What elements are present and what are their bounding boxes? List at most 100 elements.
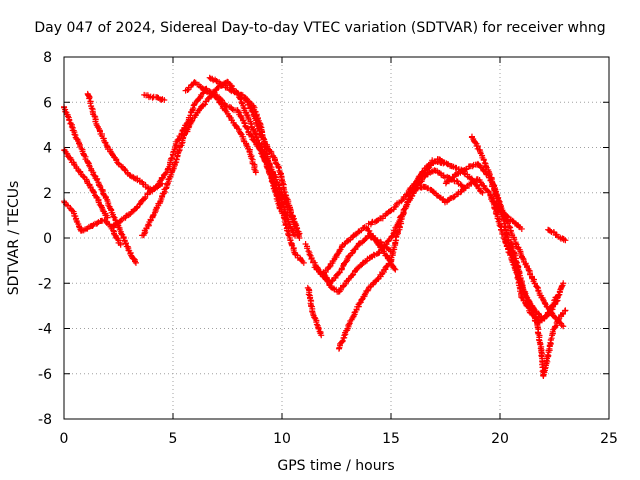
data-point bbox=[562, 237, 569, 244]
series-arc-11 bbox=[256, 144, 299, 239]
data-point bbox=[279, 199, 292, 225]
data-point bbox=[169, 134, 187, 174]
grid-lines bbox=[64, 57, 609, 419]
data-point bbox=[300, 259, 307, 266]
series-arc-17 bbox=[365, 157, 447, 228]
x-tick-label: 0 bbox=[60, 431, 69, 447]
data-point bbox=[477, 149, 492, 175]
data-point bbox=[93, 194, 106, 213]
y-tick-label: 4 bbox=[43, 141, 52, 157]
data-point bbox=[376, 236, 393, 256]
data-point bbox=[304, 284, 316, 312]
data-point bbox=[546, 294, 559, 314]
y-tick-label: 2 bbox=[43, 186, 52, 202]
data-point bbox=[235, 126, 251, 152]
series-arc-5 bbox=[141, 91, 168, 103]
series-arc-3 bbox=[61, 198, 124, 248]
data-point bbox=[99, 207, 110, 219]
data-point bbox=[250, 111, 263, 137]
data-point bbox=[377, 258, 394, 280]
data-point bbox=[453, 184, 469, 198]
data-point bbox=[93, 175, 111, 203]
data-point bbox=[296, 230, 303, 237]
data-point bbox=[71, 162, 88, 181]
data-point bbox=[521, 289, 533, 310]
data-point bbox=[411, 168, 426, 187]
data-point bbox=[147, 196, 165, 223]
x-tick-label: 25 bbox=[600, 431, 618, 447]
chart-title: Day 047 of 2024, Sidereal Day-to-day VTE… bbox=[34, 20, 605, 36]
data-point bbox=[496, 222, 512, 253]
data-point bbox=[336, 327, 351, 352]
data-point bbox=[191, 79, 207, 93]
data-point bbox=[213, 94, 230, 115]
data-point bbox=[366, 275, 382, 291]
data-point bbox=[285, 218, 297, 238]
data-point bbox=[270, 180, 285, 203]
y-tick-label: -6 bbox=[38, 367, 52, 383]
data-point bbox=[390, 195, 407, 213]
y-tick-label: 0 bbox=[43, 231, 52, 247]
data-point bbox=[83, 176, 100, 200]
data-point bbox=[355, 255, 371, 271]
data-point bbox=[109, 215, 127, 230]
data-point bbox=[159, 168, 176, 200]
data-point bbox=[174, 122, 189, 144]
data-point bbox=[527, 305, 540, 326]
data-point bbox=[224, 110, 241, 132]
plot-frame bbox=[63, 56, 610, 420]
y-axis-label: SDTVAR / TECUs bbox=[6, 181, 22, 296]
series-arc-22 bbox=[507, 239, 569, 379]
data-point bbox=[534, 320, 545, 353]
data-point bbox=[224, 103, 241, 114]
data-point bbox=[104, 144, 121, 166]
data-point bbox=[488, 194, 503, 227]
data-point bbox=[365, 215, 385, 228]
data-point bbox=[290, 213, 302, 235]
data-point bbox=[182, 102, 197, 129]
data-point bbox=[132, 259, 139, 266]
data-point bbox=[309, 308, 320, 326]
data-point bbox=[388, 231, 401, 264]
x-axis-label: GPS time / hours bbox=[277, 458, 394, 474]
data-point bbox=[228, 88, 245, 98]
data-point bbox=[344, 303, 361, 332]
x-tick-label: 10 bbox=[273, 431, 291, 447]
data-point bbox=[292, 232, 299, 239]
data-point bbox=[256, 144, 270, 168]
axis-ticks: 0 5 10 15 20 25 -8 -6 -4 -2 0 2 4 6 8 bbox=[38, 50, 618, 447]
data-points bbox=[61, 74, 569, 379]
data-point bbox=[485, 170, 501, 199]
x-tick-label: 15 bbox=[382, 431, 400, 447]
data-point bbox=[549, 317, 561, 337]
data-point bbox=[344, 242, 361, 262]
data-point bbox=[246, 146, 259, 174]
data-point bbox=[133, 193, 149, 212]
data-point bbox=[392, 266, 399, 273]
data-point bbox=[507, 239, 521, 266]
data-point bbox=[452, 166, 469, 178]
data-point bbox=[141, 91, 157, 101]
data-point bbox=[93, 122, 111, 150]
data-point bbox=[117, 241, 124, 248]
data-point bbox=[139, 217, 154, 239]
x-tick-label: 5 bbox=[169, 431, 178, 447]
data-point bbox=[252, 169, 259, 176]
data-point bbox=[529, 275, 547, 303]
data-point bbox=[508, 228, 525, 258]
data-point bbox=[318, 332, 325, 339]
data-point bbox=[394, 209, 407, 237]
data-point bbox=[440, 160, 447, 167]
data-point bbox=[165, 138, 180, 172]
y-tick-label: -8 bbox=[38, 412, 52, 428]
data-point bbox=[122, 206, 138, 221]
data-point bbox=[560, 323, 567, 330]
data-point bbox=[292, 251, 306, 265]
data-point bbox=[540, 353, 551, 379]
data-point bbox=[69, 207, 84, 233]
data-point bbox=[71, 131, 89, 160]
data-point bbox=[361, 224, 379, 243]
data-point bbox=[276, 205, 283, 212]
data-point bbox=[343, 265, 361, 284]
